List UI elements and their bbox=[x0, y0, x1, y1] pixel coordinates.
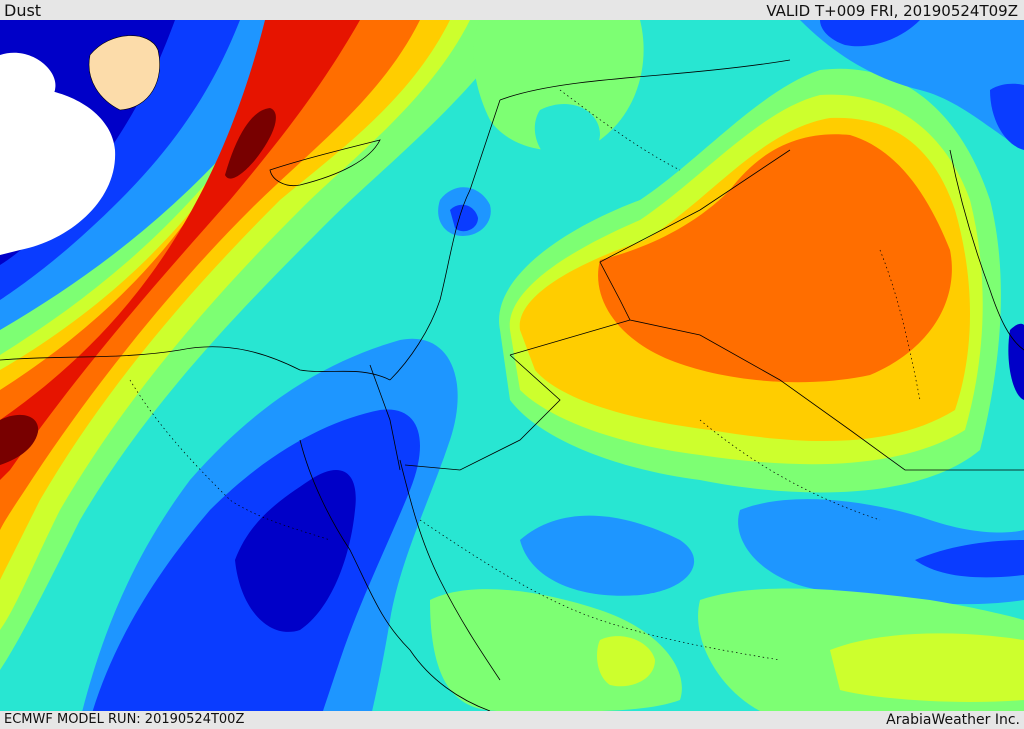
red-sea-west-coast bbox=[299, 439, 491, 711]
dotted-border-5 bbox=[879, 249, 921, 401]
east-deep-blue bbox=[915, 540, 1024, 578]
south-lime bbox=[597, 636, 655, 687]
plume-core-cyprus bbox=[225, 108, 276, 179]
gulf-coast bbox=[949, 149, 1024, 351]
footer-bar bbox=[0, 711, 1024, 729]
syria-teal-patch bbox=[534, 104, 600, 164]
syria-north-green bbox=[473, 20, 644, 151]
cyprus-coast bbox=[269, 139, 381, 187]
dotted-border-1 bbox=[129, 379, 331, 541]
dotted-admin-borders bbox=[129, 89, 921, 661]
plume-orange bbox=[0, 20, 420, 530]
valid-time: VALID T+009 FRI, 20190524T09Z bbox=[766, 2, 1018, 20]
white-blank-area-2 bbox=[0, 87, 116, 255]
jordan-iraq-border bbox=[509, 149, 791, 356]
libya-egypt-coast bbox=[0, 346, 391, 381]
land-patch-anatolia bbox=[88, 35, 160, 111]
dust-forecast-map[interactable] bbox=[0, 20, 1024, 711]
ne-blue bbox=[800, 20, 1024, 150]
country-borders bbox=[369, 149, 1024, 471]
se-lime bbox=[830, 633, 1024, 702]
gulf-blue bbox=[1008, 323, 1024, 400]
east-blue-patch bbox=[738, 499, 1024, 605]
coastlines bbox=[0, 59, 1024, 711]
plume-core-west bbox=[0, 414, 39, 465]
jordan-saudi-border bbox=[404, 354, 561, 471]
red-sea-east-coast bbox=[399, 459, 501, 681]
brand-label: ArabiaWeather Inc. bbox=[886, 712, 1020, 728]
map-canvas bbox=[0, 20, 1024, 711]
turkey-south-coast bbox=[499, 59, 791, 101]
iraq-orange bbox=[598, 134, 952, 383]
ne-deep-blue bbox=[820, 20, 920, 47]
egypt-israel-border bbox=[369, 364, 401, 471]
model-run-label: ECMWF MODEL RUN: 20190524T00Z bbox=[4, 712, 245, 727]
iraq-saudi-border bbox=[629, 319, 1024, 471]
header-bar bbox=[0, 0, 1024, 20]
map-title: Dust bbox=[4, 1, 42, 20]
egypt-dark-blue bbox=[235, 470, 356, 632]
arabia-blue-patch bbox=[520, 515, 695, 596]
plume-yellow bbox=[0, 20, 450, 580]
levant-coast bbox=[389, 99, 501, 381]
ne-deep-blue-2 bbox=[990, 83, 1024, 150]
dotted-border-3 bbox=[699, 419, 881, 521]
